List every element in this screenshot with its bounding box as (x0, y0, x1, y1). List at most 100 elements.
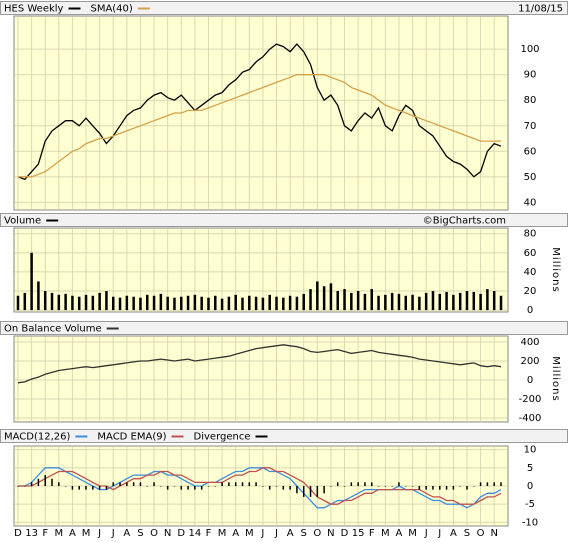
bar (112, 482, 114, 486)
x-tick-label: A (232, 528, 239, 539)
bar (330, 486, 332, 487)
bar (479, 293, 482, 311)
bar (295, 296, 299, 311)
bar (98, 486, 101, 490)
bar (16, 295, 20, 311)
x-tick-label: J (111, 528, 115, 539)
bar (486, 482, 489, 486)
bar (411, 294, 414, 311)
x-tick-label: M (408, 528, 417, 539)
y-tick-label: 70 (524, 121, 537, 132)
bar (153, 482, 155, 486)
y-tick-label: 400 (520, 337, 539, 348)
bar (180, 296, 183, 311)
bar (459, 486, 461, 487)
bar (85, 486, 87, 490)
bar (431, 291, 435, 311)
legend-label: HES Weekly (4, 4, 64, 15)
series-line (18, 467, 502, 509)
bar (282, 486, 285, 490)
series-line (17, 43, 502, 181)
bar (146, 294, 149, 311)
bar (71, 295, 74, 311)
bar (472, 291, 476, 311)
bar (479, 482, 482, 486)
legend-label: MACD(12,26) (4, 432, 71, 443)
bar (194, 486, 196, 490)
bar (465, 291, 469, 311)
credit: ©BigCharts.com (423, 216, 506, 227)
y-tick-label: 0 (527, 375, 533, 386)
bar (152, 295, 156, 311)
bar (275, 486, 278, 487)
bar (30, 252, 33, 311)
bar (173, 297, 176, 311)
bar (356, 291, 360, 311)
legend-label: Volume (4, 216, 41, 227)
y-tick-label: -200 (519, 394, 542, 405)
bar (166, 486, 169, 490)
y-tick-label: 100 (520, 44, 539, 55)
y-tick-label: 80 (524, 95, 537, 106)
bar (214, 295, 217, 311)
bar (268, 486, 271, 490)
x-tick-label: A (396, 528, 403, 539)
y-tick-label: 40 (524, 197, 537, 208)
bar (139, 297, 142, 311)
bar (43, 291, 47, 311)
bar (173, 486, 176, 487)
bar (214, 486, 217, 487)
bar (92, 486, 94, 490)
y-tick-label: 200 (520, 356, 539, 367)
bar (146, 486, 149, 487)
bar (248, 295, 251, 311)
bar (445, 291, 448, 311)
bar (309, 486, 312, 497)
bar (316, 281, 319, 311)
bar (119, 482, 121, 486)
bar (296, 486, 298, 494)
bar (336, 482, 339, 486)
bar (398, 482, 400, 486)
series-line (17, 344, 502, 384)
y-tick-label: -400 (519, 413, 542, 424)
x-tick-label: N (327, 528, 334, 539)
bar (84, 294, 88, 311)
bar (132, 296, 135, 311)
x-tick-label: J (424, 528, 428, 539)
bar (24, 486, 26, 487)
bar (438, 293, 442, 311)
x-tick-label: N (490, 528, 497, 539)
y-tick-label: 60 (524, 146, 537, 157)
bar (186, 295, 190, 311)
x-tick-label: S (301, 528, 307, 539)
bar (227, 296, 231, 311)
series-line (18, 74, 501, 178)
bar (439, 486, 441, 490)
bar (452, 294, 455, 311)
bar (458, 292, 462, 311)
series-line (18, 467, 502, 505)
bar (405, 486, 407, 487)
x-tick-label: A (69, 528, 76, 539)
plot-area (13, 335, 509, 423)
bar (370, 289, 373, 311)
bar (424, 292, 428, 311)
bar (44, 475, 46, 486)
x-tick-label: M (82, 528, 91, 539)
bar (288, 295, 292, 311)
x-tick-label: J (274, 528, 278, 539)
bar (411, 486, 414, 487)
y-tick-label: -10 (522, 517, 538, 528)
bar (77, 296, 81, 311)
x-tick-label: 15 (352, 528, 365, 539)
bar (493, 482, 495, 486)
x-tick-label: D (341, 528, 349, 539)
bar (390, 292, 394, 311)
bar (23, 292, 27, 311)
bar (125, 295, 129, 311)
bar (425, 486, 427, 490)
date-label: 11/08/15 (518, 4, 563, 15)
bar (336, 291, 339, 311)
